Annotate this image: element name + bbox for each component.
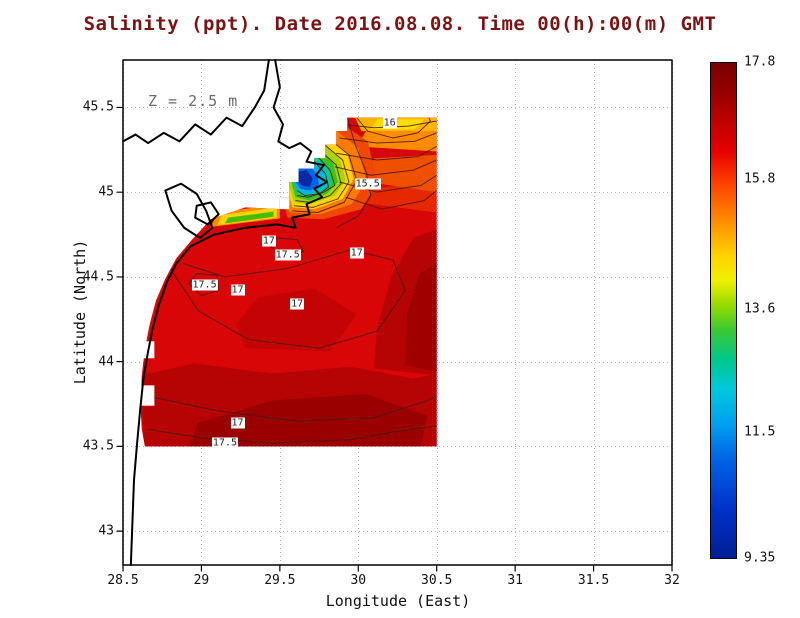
y-axis-label: Latitude (North) [71,239,89,385]
x-axis-label: Longitude (East) [325,592,471,610]
depth-annotation: Z = 2.5 m [148,92,239,110]
chart-title: Salinity (ppt). Date 2016.08.08. Time 00… [83,13,717,35]
